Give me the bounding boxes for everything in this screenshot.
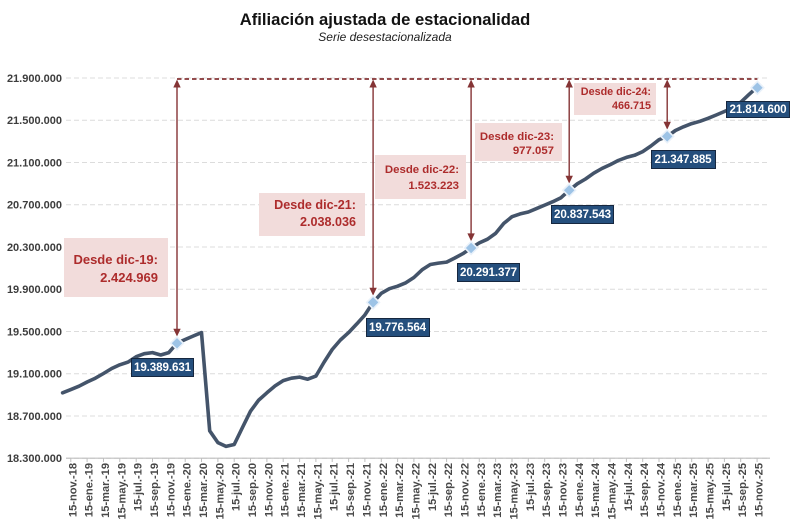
svg-text:15-jul.-24: 15-jul.-24 xyxy=(623,462,635,511)
svg-text:15-mar.-19: 15-mar.-19 xyxy=(100,463,112,518)
svg-text:15-may.-25: 15-may.-25 xyxy=(705,463,717,520)
svg-text:15-ene.-20: 15-ene.-20 xyxy=(182,463,194,517)
svg-text:15-jul.-20: 15-jul.-20 xyxy=(231,463,243,511)
svg-text:19.500.000: 19.500.000 xyxy=(7,327,62,339)
svg-text:15-ene.-24: 15-ene.-24 xyxy=(574,462,586,517)
svg-text:15-ene.-23: 15-ene.-23 xyxy=(476,463,488,517)
svg-text:15-ene.-19: 15-ene.-19 xyxy=(84,463,96,517)
svg-text:15-may.-19: 15-may.-19 xyxy=(116,463,128,520)
svg-text:15-nov.-24: 15-nov.-24 xyxy=(656,462,668,517)
svg-text:15-sep.-23: 15-sep.-23 xyxy=(541,463,553,517)
svg-text:15-nov.-18: 15-nov.-18 xyxy=(67,463,79,517)
svg-text:19.100.000: 19.100.000 xyxy=(7,369,62,381)
svg-text:15-jul.-19: 15-jul.-19 xyxy=(133,463,145,511)
svg-text:15-sep.-24: 15-sep.-24 xyxy=(639,462,651,517)
svg-text:15-mar.-21: 15-mar.-21 xyxy=(296,463,308,518)
svg-text:15-jul.-23: 15-jul.-23 xyxy=(525,463,537,511)
svg-text:15-sep.-22: 15-sep.-22 xyxy=(443,463,455,517)
svg-text:18.700.000: 18.700.000 xyxy=(7,411,62,423)
svg-text:15-may.-22: 15-may.-22 xyxy=(410,463,422,520)
svg-text:15-ene.-22: 15-ene.-22 xyxy=(378,463,390,517)
svg-text:15-sep.-19: 15-sep.-19 xyxy=(149,463,161,517)
svg-text:15-nov.-19: 15-nov.-19 xyxy=(165,463,177,517)
svg-text:15-nov.-20: 15-nov.-20 xyxy=(263,463,275,517)
svg-text:15-sep.-21: 15-sep.-21 xyxy=(345,463,357,517)
svg-text:15-mar.-22: 15-mar.-22 xyxy=(394,463,406,518)
svg-text:15-jul.-22: 15-jul.-22 xyxy=(427,463,439,511)
svg-text:15-jul.-25: 15-jul.-25 xyxy=(721,463,733,511)
svg-text:21.900.000: 21.900.000 xyxy=(7,73,62,85)
svg-text:15-nov.-25: 15-nov.-25 xyxy=(754,463,766,517)
svg-text:20.700.000: 20.700.000 xyxy=(7,200,62,212)
svg-text:20.300.000: 20.300.000 xyxy=(7,242,62,254)
svg-text:15-nov.-21: 15-nov.-21 xyxy=(361,463,373,517)
svg-text:15-mar.-20: 15-mar.-20 xyxy=(198,463,210,518)
svg-text:15-ene.-25: 15-ene.-25 xyxy=(672,463,684,517)
svg-text:21.500.000: 21.500.000 xyxy=(7,115,62,127)
svg-text:15-nov.-23: 15-nov.-23 xyxy=(558,463,570,517)
svg-text:15-may.-21: 15-may.-21 xyxy=(312,463,324,520)
svg-text:18.300.000: 18.300.000 xyxy=(7,453,62,465)
svg-text:15-sep.-20: 15-sep.-20 xyxy=(247,463,259,517)
svg-text:15-may.-24: 15-may.-24 xyxy=(607,462,619,519)
svg-text:15-mar.-25: 15-mar.-25 xyxy=(688,463,700,518)
svg-text:15-ene.-21: 15-ene.-21 xyxy=(280,463,292,517)
svg-text:19.900.000: 19.900.000 xyxy=(7,284,62,296)
svg-text:15-may.-23: 15-may.-23 xyxy=(509,463,521,520)
svg-text:15-nov.-22: 15-nov.-22 xyxy=(460,463,472,517)
svg-text:15-may.-20: 15-may.-20 xyxy=(214,463,226,520)
svg-text:15-jul.-21: 15-jul.-21 xyxy=(329,463,341,511)
svg-text:15-mar.-24: 15-mar.-24 xyxy=(590,462,602,518)
svg-text:15-mar.-23: 15-mar.-23 xyxy=(492,463,504,518)
svg-text:21.100.000: 21.100.000 xyxy=(7,158,62,170)
svg-text:15-sep.-25: 15-sep.-25 xyxy=(737,463,749,517)
